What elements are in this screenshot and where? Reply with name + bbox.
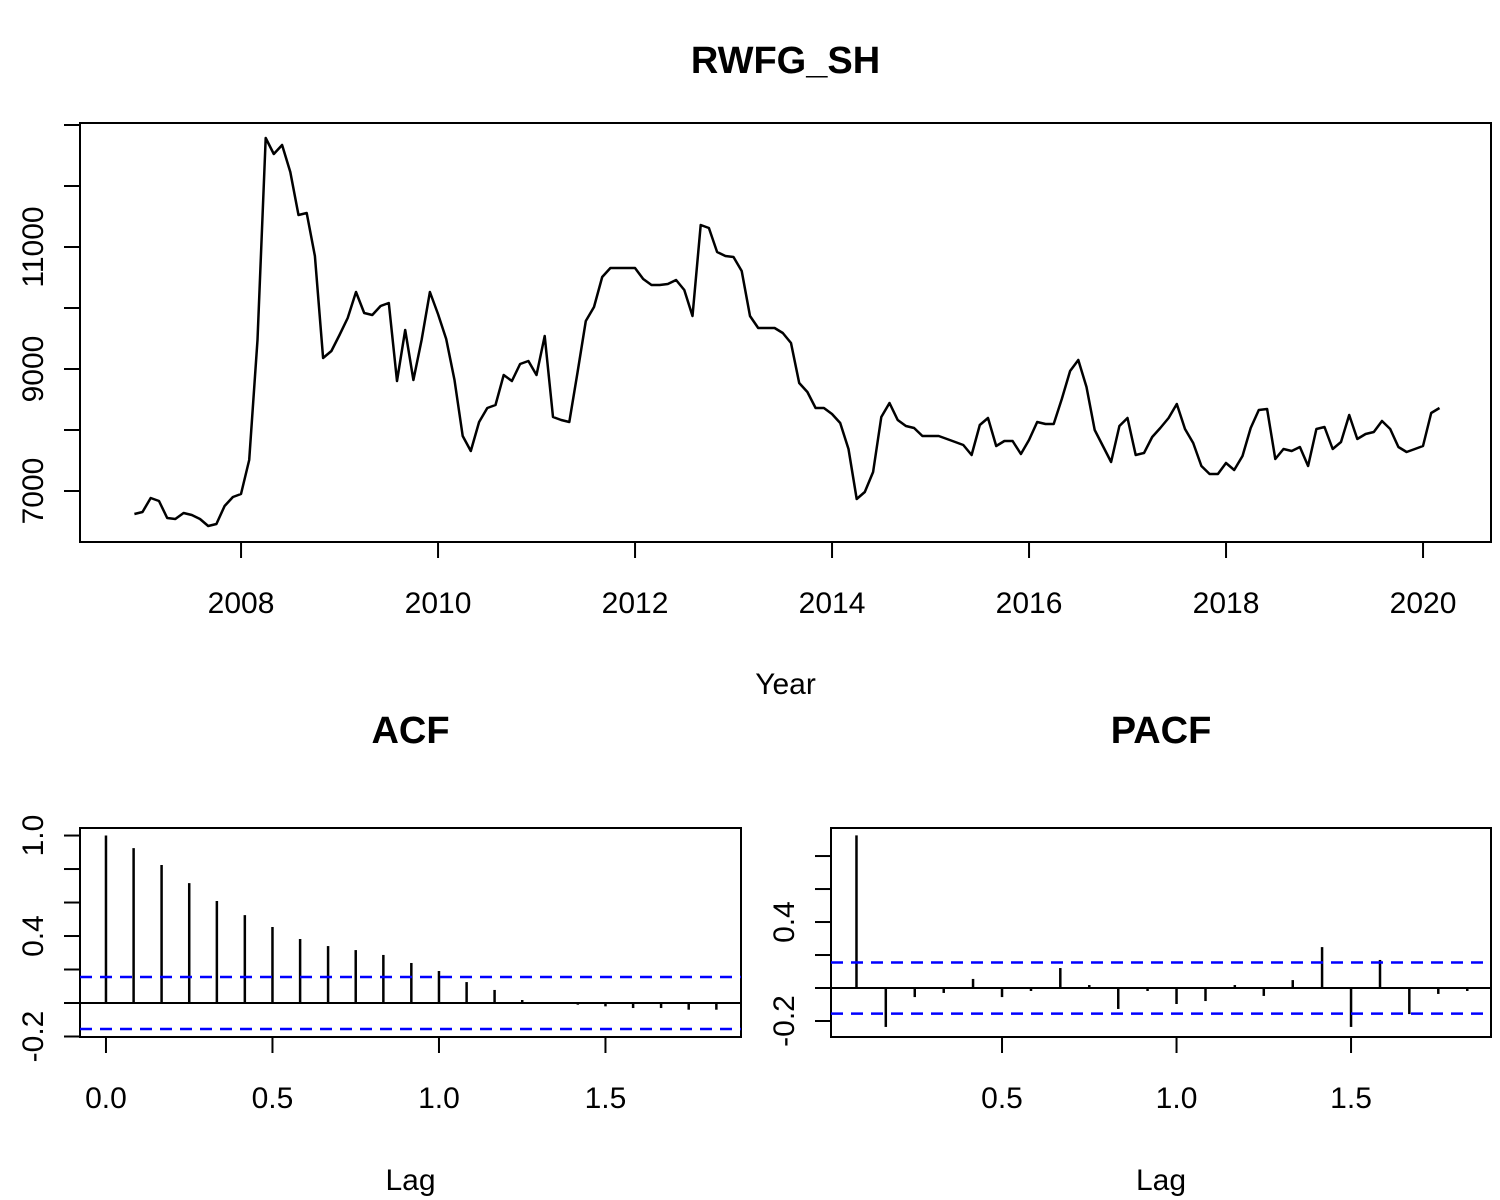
x-axis-label: Lag: [385, 1164, 435, 1197]
y-tick-label: -0.2: [768, 995, 801, 1047]
x-tick-label: 2020: [1390, 587, 1457, 620]
x-tick-label: 2012: [602, 587, 669, 620]
plot-frame: [79, 122, 1492, 543]
x-tick-label: 0.5: [981, 1082, 1023, 1115]
x-tick-label: 0.5: [252, 1082, 294, 1115]
y-tick-label: 11000: [17, 206, 50, 287]
x-tick-label: 2014: [799, 587, 866, 620]
x-tick-label: 2010: [405, 587, 472, 620]
chart-title: PACF: [1111, 710, 1212, 752]
y-tick-label: 0.4: [17, 915, 50, 957]
x-tick-label: 2008: [208, 587, 275, 620]
x-tick-label: 0.0: [85, 1082, 127, 1115]
y-tick-label: -0.2: [17, 1011, 50, 1063]
y-tick-label: 0.4: [768, 901, 801, 943]
x-tick-label: 1.5: [585, 1082, 627, 1115]
chart-title: RWFG_SH: [691, 40, 880, 82]
y-tick-label: 9000: [17, 336, 50, 403]
plot-frame: [830, 827, 1492, 1038]
x-axis-label: Year: [755, 668, 816, 701]
x-tick-label: 1.0: [418, 1082, 460, 1115]
x-axis-label: Lag: [1136, 1164, 1186, 1197]
x-tick-label: 1.0: [1156, 1082, 1198, 1115]
y-tick-label: 7000: [17, 458, 50, 525]
x-tick-label: 1.5: [1330, 1082, 1372, 1115]
y-tick-label: 1.0: [17, 815, 50, 857]
x-tick-label: 2016: [996, 587, 1063, 620]
x-tick-label: 2018: [1193, 587, 1260, 620]
series-line: [134, 136, 1441, 528]
plot-frame: [79, 827, 742, 1038]
chart-title: ACF: [371, 710, 449, 752]
